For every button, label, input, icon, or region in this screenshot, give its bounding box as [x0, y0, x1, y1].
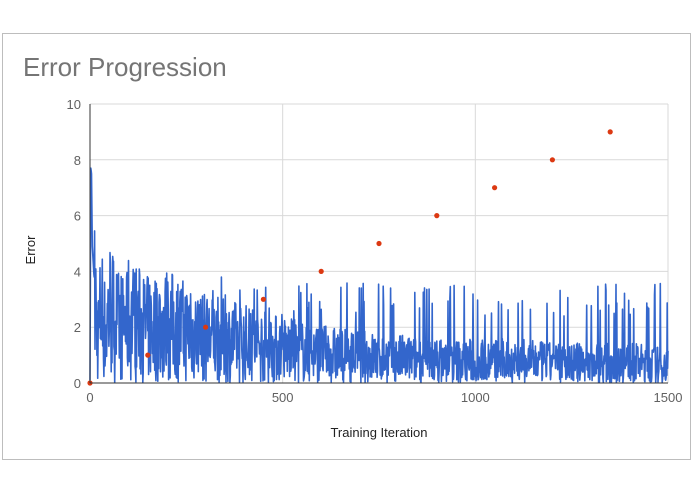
- y-tick-label: 6: [74, 209, 81, 224]
- y-tick-label: 4: [74, 264, 81, 279]
- x-tick-label: 500: [272, 390, 294, 405]
- y-axis-label: Error: [23, 235, 38, 265]
- reference-point: [376, 240, 382, 247]
- reference-point: [260, 296, 266, 302]
- y-tick-label: 8: [74, 153, 81, 168]
- x-tick-label: 0: [86, 390, 93, 405]
- y-tick-label: 2: [74, 320, 81, 335]
- error-line: [89, 167, 669, 384]
- reference-point: [607, 129, 613, 135]
- reference-point: [318, 268, 324, 274]
- error-line-series: [89, 167, 669, 384]
- reference-point: [549, 157, 556, 163]
- reference-point: [492, 185, 498, 191]
- reference-point: [203, 324, 209, 330]
- y-tick-label: 0: [74, 376, 81, 391]
- x-axis-label: Training Iteration: [330, 425, 427, 440]
- chart-title: Error Progression: [23, 52, 227, 82]
- reference-point: [434, 213, 440, 219]
- x-tick-label: 1500: [654, 390, 683, 405]
- y-tick-label: 10: [67, 97, 81, 112]
- x-tick-label: 1000: [461, 390, 490, 405]
- reference-point: [145, 352, 151, 358]
- tick-labels: 0 2 4 6 8 10 0 500 1000 1500: [67, 97, 683, 405]
